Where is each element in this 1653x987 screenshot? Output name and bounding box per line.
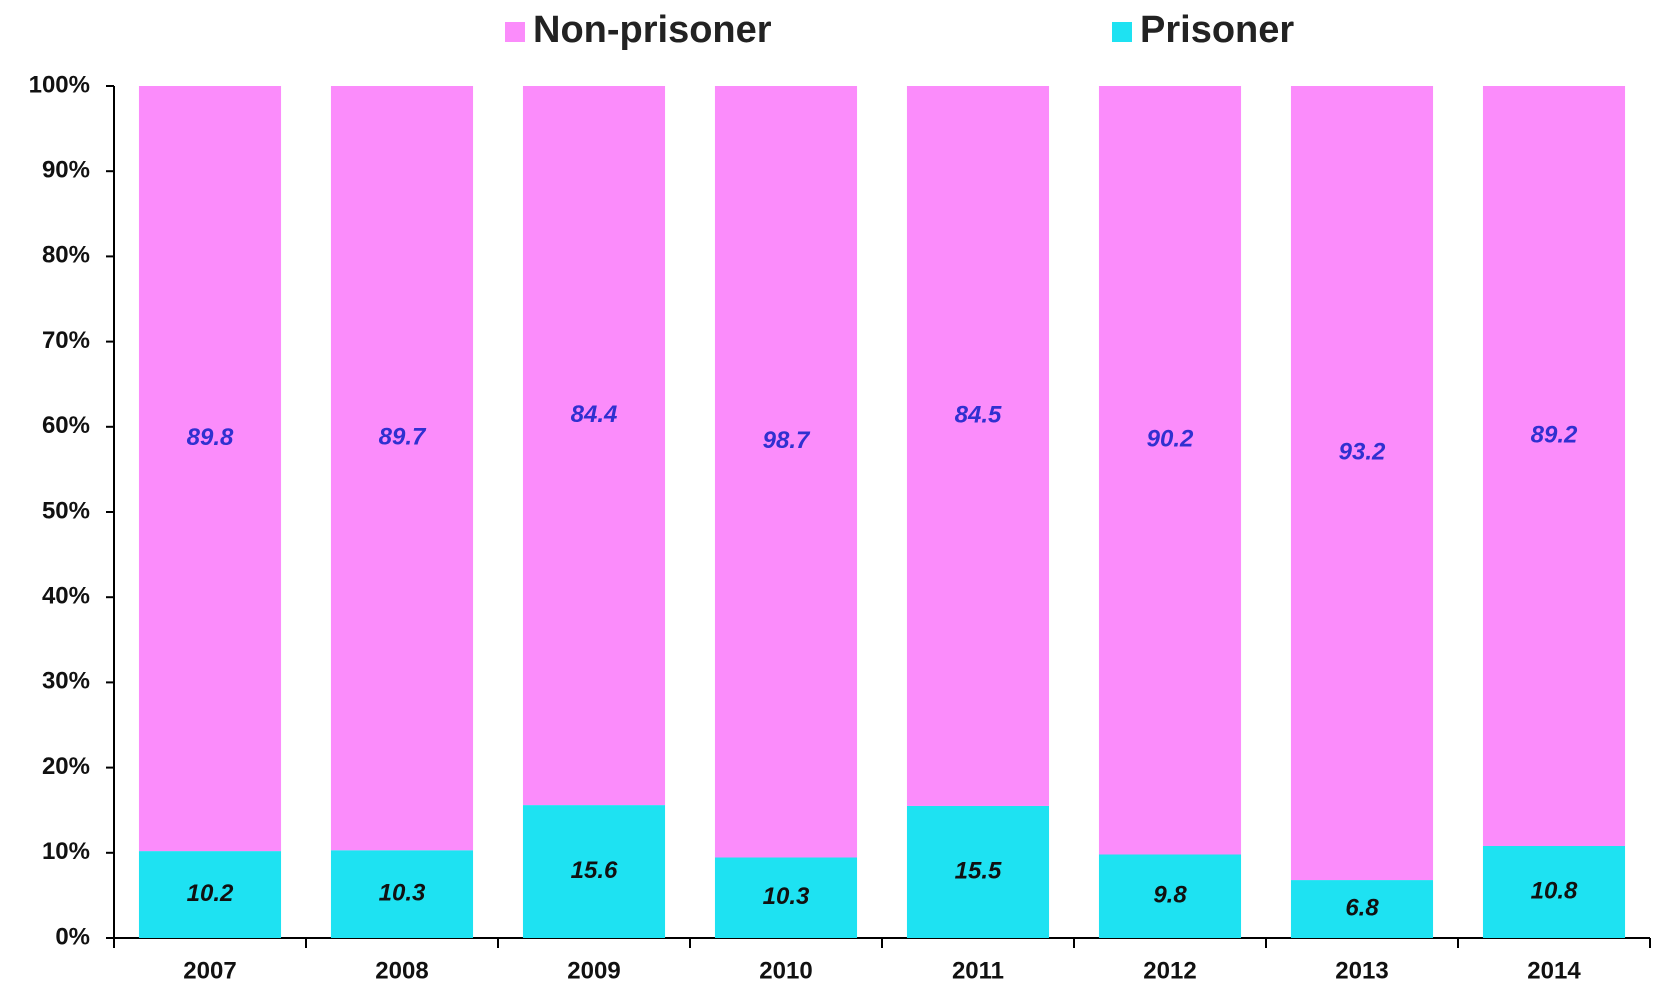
bar-segment: [1098, 854, 1242, 938]
value-label: 84.5: [955, 401, 1002, 428]
bar-segment: [1290, 86, 1434, 881]
bar-segment: [906, 805, 1050, 938]
value-label: 9.8: [1153, 882, 1187, 909]
value-label: 10.3: [763, 883, 810, 910]
bar-segment: [1482, 86, 1626, 846]
y-tick-label: 70%: [42, 327, 90, 354]
legend-label: Prisoner: [1140, 9, 1294, 51]
bar-segment: [906, 86, 1050, 806]
x-tick-label: 2012: [1143, 957, 1196, 984]
value-label: 15.6: [571, 857, 618, 884]
bar-segment: [138, 86, 282, 852]
legend-swatch: [505, 22, 525, 42]
y-tick-label: 60%: [42, 412, 90, 439]
bar-segment: [138, 851, 282, 938]
legend-swatch: [1112, 22, 1132, 42]
bar-segment: [522, 86, 666, 806]
y-tick-label: 0%: [55, 923, 90, 950]
bar-segment: [714, 857, 858, 938]
value-label: 10.2: [187, 880, 234, 907]
value-label: 93.2: [1339, 438, 1386, 465]
x-tick-label: 2009: [567, 957, 620, 984]
y-tick-label: 20%: [42, 753, 90, 780]
value-label: 84.4: [571, 401, 618, 428]
y-tick-label: 30%: [42, 668, 90, 695]
bar-segment: [522, 805, 666, 938]
x-tick-label: 2008: [375, 957, 428, 984]
value-label: 10.8: [1531, 877, 1578, 904]
y-tick-label: 10%: [42, 838, 90, 865]
value-label: 89.7: [379, 423, 427, 450]
bar-segment: [330, 850, 474, 938]
x-tick-label: 2014: [1527, 957, 1581, 984]
value-label: 90.2: [1147, 426, 1194, 453]
legend-label: Non-prisoner: [533, 9, 772, 51]
value-label: 10.3: [379, 879, 426, 906]
y-tick-label: 90%: [42, 157, 90, 184]
x-tick-label: 2013: [1335, 957, 1388, 984]
y-tick-label: 40%: [42, 583, 90, 610]
y-tick-label: 100%: [29, 71, 90, 98]
x-tick-label: 2011: [952, 957, 1004, 984]
y-tick-label: 80%: [42, 242, 90, 269]
y-tick-label: 50%: [42, 497, 90, 524]
x-tick-label: 2010: [759, 957, 812, 984]
value-label: 89.8: [187, 424, 234, 451]
value-label: 15.5: [955, 857, 1002, 884]
x-tick-label: 2007: [183, 957, 236, 984]
value-label: 6.8: [1345, 894, 1379, 921]
bar-segment: [1098, 86, 1242, 855]
bar-segment: [1482, 845, 1626, 938]
bar-segment: [330, 86, 474, 851]
value-label: 89.2: [1531, 421, 1578, 448]
bar-segment: [714, 86, 858, 858]
bar-segment: [1290, 880, 1434, 938]
value-label: 98.7: [763, 427, 811, 454]
